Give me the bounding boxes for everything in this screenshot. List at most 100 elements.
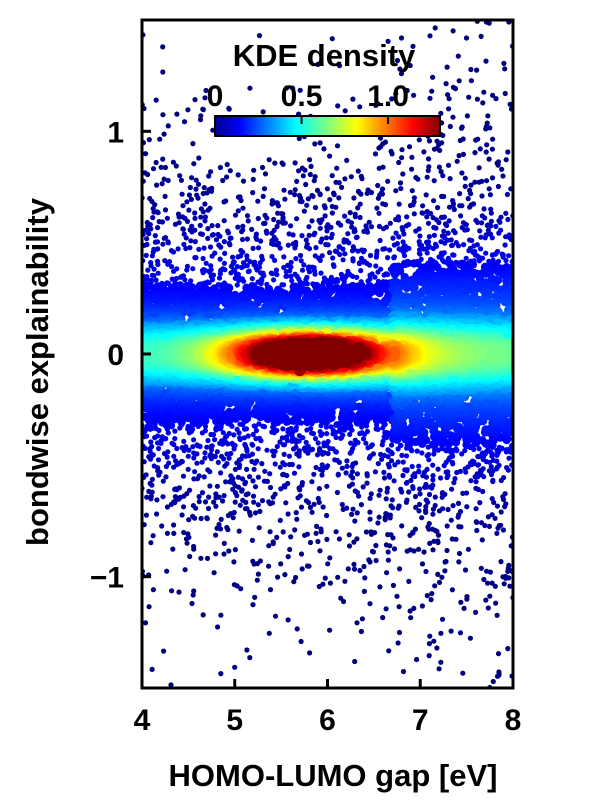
scatter-point — [155, 270, 161, 276]
scatter-point — [391, 478, 397, 484]
scatter-point — [154, 497, 160, 503]
scatter-point — [439, 215, 445, 221]
scatter-point — [399, 452, 405, 458]
scatter-point — [224, 174, 230, 180]
scatter-point — [346, 240, 352, 246]
scatter-point — [352, 437, 358, 443]
scatter-point — [270, 539, 276, 545]
scatter-point — [423, 192, 429, 198]
scatter-point — [221, 239, 227, 245]
scatter-point — [354, 620, 360, 626]
scatter-point — [231, 582, 237, 588]
scatter-point — [208, 169, 214, 175]
scatter-point — [344, 157, 350, 163]
scatter-point — [459, 170, 465, 176]
scatter-point — [271, 453, 277, 459]
scatter-point — [445, 230, 451, 236]
scatter-point — [360, 436, 367, 442]
scatter-point — [425, 220, 432, 226]
scatter-point — [272, 491, 278, 497]
scatter-point — [387, 247, 393, 253]
scatter-point — [478, 520, 485, 526]
scatter-point — [235, 254, 241, 260]
scatter-point — [174, 111, 180, 117]
scatter-point — [172, 221, 178, 227]
scatter-point — [190, 513, 196, 519]
scatter-point — [164, 215, 170, 221]
scatter-point — [462, 183, 468, 189]
scatter-point — [218, 516, 224, 523]
scatter-point — [335, 574, 341, 580]
scatter-point — [483, 126, 489, 132]
scatter-point — [146, 604, 152, 610]
scatter-point — [500, 297, 510, 307]
scatter-point — [497, 219, 503, 225]
scatter-point — [349, 248, 355, 254]
scatter-point — [199, 490, 206, 496]
scatter-point — [157, 136, 163, 142]
scatter-point — [260, 109, 266, 115]
scatter-point — [452, 476, 458, 482]
scatter-point — [339, 184, 345, 190]
scatter-point — [340, 246, 346, 252]
scatter-point — [498, 522, 504, 528]
scatter-point — [160, 69, 166, 75]
scatter-point — [179, 191, 185, 197]
scatter-points — [142, 20, 513, 688]
scatter-point — [278, 561, 284, 567]
scatter-point — [324, 224, 330, 230]
scatter-point — [177, 274, 184, 280]
scatter-point — [358, 191, 364, 197]
scatter-point — [397, 566, 403, 572]
scatter-point — [429, 88, 435, 94]
scatter-point — [451, 422, 460, 431]
scatter-point — [376, 223, 382, 229]
scatter-point — [400, 472, 406, 479]
scatter-point — [306, 246, 313, 252]
scatter-point — [314, 523, 320, 530]
scatter-point — [228, 473, 234, 479]
scatter-point — [148, 439, 154, 445]
scatter-point — [255, 245, 262, 251]
scatter-point — [257, 558, 263, 564]
scatter-point — [489, 580, 495, 586]
scatter-point — [474, 219, 481, 225]
scatter-point — [461, 242, 467, 248]
scatter-point — [503, 501, 509, 507]
scatter-point — [152, 202, 158, 208]
scatter-point — [304, 563, 311, 569]
scatter-point — [468, 66, 474, 73]
scatter-point — [319, 253, 325, 259]
scatter-point — [313, 530, 319, 536]
scatter-point — [341, 278, 347, 285]
scatter-point — [344, 458, 350, 464]
scatter-point — [218, 244, 224, 250]
scatter-point — [485, 580, 491, 586]
scatter-point — [334, 165, 340, 171]
scatter-point — [498, 559, 504, 565]
scatter-point — [476, 446, 482, 452]
scatter-point — [367, 262, 373, 268]
scatter-point — [239, 229, 245, 235]
scatter-point — [383, 542, 389, 548]
scatter-point — [485, 605, 491, 611]
scatter-point — [402, 283, 412, 293]
scatter-point — [350, 96, 356, 102]
scatter-point — [385, 38, 391, 44]
scatter-point — [211, 570, 217, 576]
scatter-point — [149, 443, 155, 450]
scatter-point — [349, 511, 355, 517]
scatter-point — [389, 497, 395, 503]
scatter-point — [319, 462, 325, 468]
scatter-point — [455, 500, 462, 506]
scatter-point — [367, 601, 373, 607]
scatter-point — [325, 561, 331, 567]
scatter-point — [480, 100, 486, 106]
scatter-point — [335, 103, 341, 109]
scatter-point — [398, 442, 404, 448]
scatter-point — [267, 529, 273, 535]
scatter-point — [484, 142, 490, 148]
scatter-point — [184, 218, 191, 224]
scatter-point — [487, 125, 493, 131]
scatter-point — [312, 174, 318, 180]
